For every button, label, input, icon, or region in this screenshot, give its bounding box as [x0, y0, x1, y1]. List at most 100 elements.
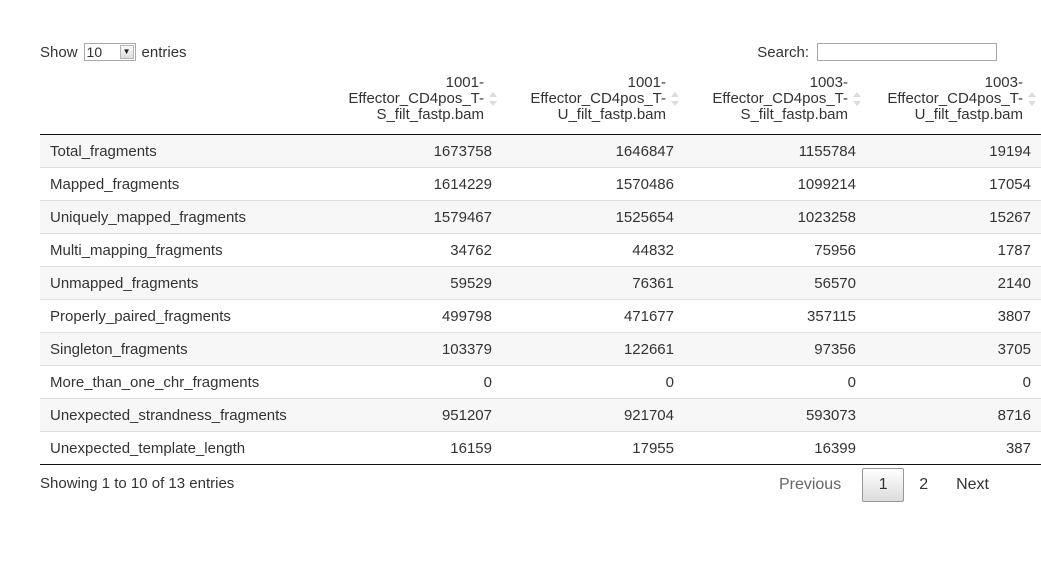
table-body: Total_fragments 1673758 1646847 1155784 1919…	[40, 134, 1041, 465]
value-cell: 2140	[866, 266, 1041, 300]
value-cell: 76361	[502, 266, 684, 300]
table-row: Unexpected_template_length 16159 17955 1639…	[40, 431, 1041, 465]
column-header-line: 1003-	[809, 74, 848, 91]
row-label-cell: Total_fragments	[40, 134, 320, 168]
value-cell: 1673758	[320, 134, 502, 168]
entries-per-page-value: 10	[86, 44, 103, 60]
column-header-line: U_filt_fastp.bam	[914, 106, 1023, 123]
value-cell: 1023258	[684, 200, 866, 234]
entries-per-page-select[interactable]: 10 ▼	[83, 43, 136, 61]
value-cell: 56570	[684, 266, 866, 300]
value-cell: 59529	[320, 266, 502, 300]
value-cell: 3807	[866, 299, 1041, 333]
column-header-text: 1001- Effector_CD4pos_T- U_filt_fastp.bam	[502, 75, 666, 134]
value-cell: 1579467	[320, 200, 502, 234]
value-cell: 951207	[320, 398, 502, 432]
row-label-cell: Properly_paired_fragments	[40, 299, 320, 333]
value-cell: 0	[684, 365, 866, 399]
column-header-1[interactable]: 1001- Effector_CD4pos_T- S_filt_fastp.bam	[320, 72, 502, 135]
value-cell: 387	[866, 431, 1041, 465]
value-cell: 97356	[684, 332, 866, 366]
next-button[interactable]: Next	[956, 476, 989, 493]
entries-label: entries	[141, 43, 187, 61]
pagination: Previous 1 2 Next	[764, 468, 1002, 502]
table-info: Showing 1 to 10 of 13 entries	[40, 475, 235, 492]
value-cell: 34762	[320, 233, 502, 267]
value-cell: 44832	[502, 233, 684, 267]
table-row: Multi_mapping_fragments 34762 44832 75956 17…	[40, 233, 1041, 267]
page-1-button[interactable]: 1	[862, 468, 905, 502]
data-table: 1001- Effector_CD4pos_T- S_filt_fastp.bam 1…	[40, 72, 1041, 465]
value-cell: 17955	[502, 431, 684, 465]
datatable-wrapper: Show 10 ▼ entries Search: 1001- Effector_…	[40, 0, 1041, 580]
sort-both-icon	[670, 91, 680, 107]
sort-both-icon	[852, 91, 862, 107]
column-header-line: Effector_CD4pos_T-	[348, 90, 484, 107]
row-label-cell: Unexpected_template_length	[40, 431, 320, 465]
value-cell: 921704	[502, 398, 684, 432]
table-row: Uniquely_mapped_fragments 1579467 1525654 1…	[40, 200, 1041, 234]
value-cell: 471677	[502, 299, 684, 333]
column-header-line: 1001-	[627, 74, 666, 91]
table-row: Unexpected_strandness_fragments 951207 921…	[40, 398, 1041, 432]
row-label-cell: Mapped_fragments	[40, 167, 320, 201]
chevron-down-icon[interactable]: ▼	[119, 45, 134, 59]
table-row: Unmapped_fragments 59529 76361 56570 2140	[40, 266, 1041, 300]
column-header-line: 1001-	[445, 74, 484, 91]
column-header-label	[40, 72, 320, 135]
column-header-line: S_filt_fastp.bam	[376, 106, 484, 123]
table-row: Properly_paired_fragments 499798 471677 357…	[40, 299, 1041, 333]
column-header-4[interactable]: 1003- Effector_CD4pos_T- U_filt_fastp.bam	[866, 72, 1041, 135]
column-header-2[interactable]: 1001- Effector_CD4pos_T- U_filt_fastp.bam	[502, 72, 684, 135]
column-header-3[interactable]: 1003- Effector_CD4pos_T- S_filt_fastp.bam	[684, 72, 866, 135]
column-header-line: Effector_CD4pos_T-	[530, 90, 666, 107]
page-2-button[interactable]: 2	[919, 476, 929, 493]
value-cell: 1525654	[502, 200, 684, 234]
search-control: Search:	[757, 41, 997, 63]
value-cell: 1787	[866, 233, 1041, 267]
value-cell: 499798	[320, 299, 502, 333]
search-input[interactable]	[817, 43, 997, 61]
header-row: 1001- Effector_CD4pos_T- S_filt_fastp.bam 1…	[40, 72, 1041, 135]
show-label: Show	[40, 43, 78, 61]
value-cell: 0	[502, 365, 684, 399]
value-cell: 1099214	[684, 167, 866, 201]
table-row: Singleton_fragments 103379 122661 97356 3705	[40, 332, 1041, 366]
column-header-line: 1003-	[984, 74, 1023, 91]
value-cell: 103379	[320, 332, 502, 366]
column-header-text: 1003- Effector_CD4pos_T- U_filt_fastp.bam	[866, 75, 1023, 134]
sort-both-icon	[1027, 91, 1037, 107]
length-control: Show 10 ▼ entries	[40, 41, 187, 63]
column-header-line: Effector_CD4pos_T-	[712, 90, 848, 107]
value-cell: 16399	[684, 431, 866, 465]
value-cell: 15267	[866, 200, 1041, 234]
value-cell: 0	[866, 365, 1041, 399]
row-label-cell: Unexpected_strandness_fragments	[40, 398, 320, 432]
column-header-line: U_filt_fastp.bam	[557, 106, 666, 123]
previous-button[interactable]: Previous	[778, 476, 842, 493]
value-cell: 1570486	[502, 167, 684, 201]
value-cell: 1646847	[502, 134, 684, 168]
column-header-text: 1003- Effector_CD4pos_T- S_filt_fastp.bam	[684, 75, 848, 134]
row-label-cell: Uniquely_mapped_fragments	[40, 200, 320, 234]
value-cell: 1155784	[684, 134, 866, 168]
value-cell: 357115	[684, 299, 866, 333]
value-cell: 16159	[320, 431, 502, 465]
sort-both-icon	[488, 91, 498, 107]
column-header-line: S_filt_fastp.bam	[740, 106, 848, 123]
value-cell: 1614229	[320, 167, 502, 201]
row-label-cell: Singleton_fragments	[40, 332, 320, 366]
row-label-cell: More_than_one_chr_fragments	[40, 365, 320, 399]
table-row: Total_fragments 1673758 1646847 1155784 1919…	[40, 134, 1041, 168]
table-row: More_than_one_chr_fragments 0 0 0 0	[40, 365, 1041, 399]
table-row: Mapped_fragments 1614229 1570486 1099214 170…	[40, 167, 1041, 201]
value-cell: 0	[320, 365, 502, 399]
search-label: Search:	[757, 43, 809, 61]
row-label-cell: Multi_mapping_fragments	[40, 233, 320, 267]
value-cell: 75956	[684, 233, 866, 267]
row-label-cell: Unmapped_fragments	[40, 266, 320, 300]
value-cell: 19194	[866, 134, 1041, 168]
value-cell: 3705	[866, 332, 1041, 366]
value-cell: 8716	[866, 398, 1041, 432]
value-cell: 17054	[866, 167, 1041, 201]
